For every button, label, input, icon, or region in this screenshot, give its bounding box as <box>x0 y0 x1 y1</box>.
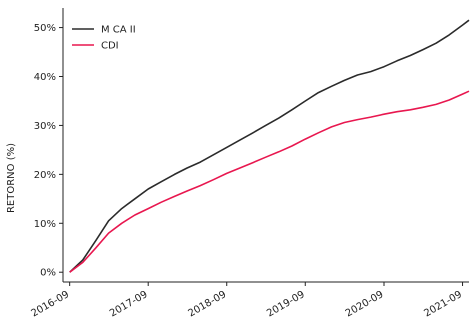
series-line-cdi <box>69 90 470 273</box>
y-tick-label: 50% <box>34 23 56 34</box>
axes <box>62 8 469 283</box>
y-tick-label: 0% <box>40 268 56 279</box>
x-tick-label: 2018-09 <box>187 289 229 319</box>
legend-label-cdi: CDI <box>101 41 119 52</box>
y-tick-label: 20% <box>34 170 56 181</box>
series-lines <box>69 19 470 273</box>
x-tick-label: 2020-09 <box>344 289 386 319</box>
series-line-m-ca-ii <box>69 19 470 273</box>
x-axis-ticks: 2016-09 2017-09 2018-09 2019-09 2020-09 2021-… <box>29 282 464 319</box>
y-axis-ticks: 0% 10% 20% 30% 40% 50% <box>34 23 63 279</box>
y-tick-label: 40% <box>34 72 56 83</box>
legend-label-m-ca-ii: M CA II <box>101 25 136 36</box>
y-tick-label: 30% <box>34 121 56 132</box>
x-tick-label: 2019-09 <box>265 289 307 319</box>
x-tick-label: 2017-09 <box>108 289 150 319</box>
y-axis-label: RETORNO (%) <box>6 143 17 213</box>
x-tick-label: 2021-09 <box>422 289 464 319</box>
legend: M CA II CDI <box>72 25 136 52</box>
x-tick-label: 2016-09 <box>29 289 71 319</box>
y-tick-label: 10% <box>34 219 56 230</box>
